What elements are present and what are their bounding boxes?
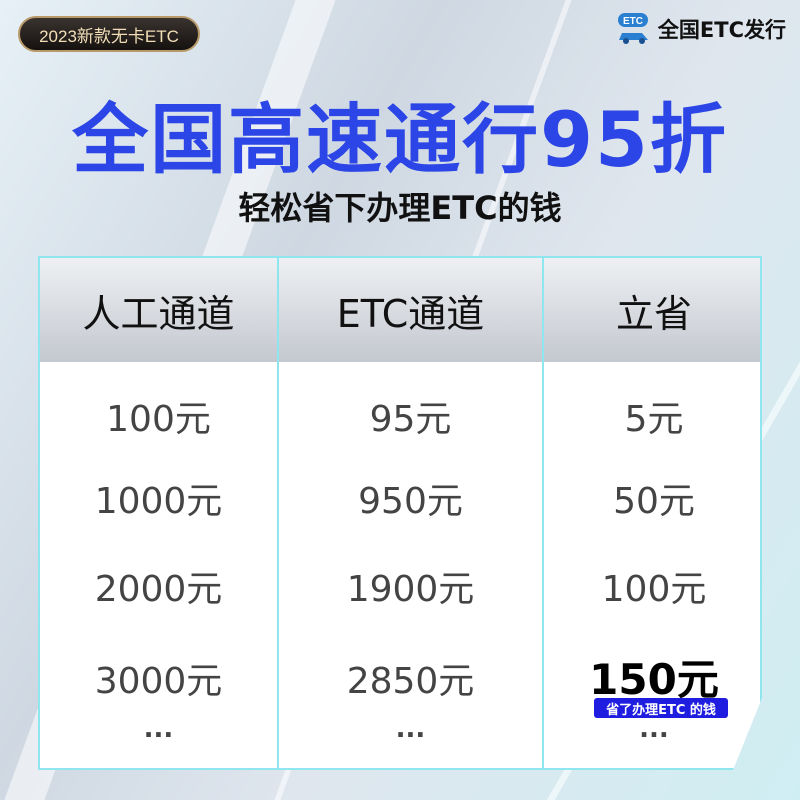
headline: 全国高速通行95折 — [72, 95, 728, 184]
table-cell: 3000元 — [94, 661, 223, 702]
column-etc-lane: ETC通道 95元 950元 1900元 2850元 ... — [279, 258, 542, 768]
etc-logo: ETC 全国ETC发行 — [616, 12, 786, 46]
logo-text: 全国ETC发行 — [657, 18, 786, 42]
header-cell: ETC通道 — [336, 291, 485, 336]
highlight-savings: 150元 — [589, 655, 719, 704]
header-cell: 人工通道 — [82, 291, 235, 336]
header-cell: 立省 — [615, 291, 692, 336]
table-cell: 100元 — [106, 399, 211, 440]
ellipsis: ... — [395, 714, 426, 744]
svg-text:ETC: ETC — [623, 16, 643, 27]
ellipsis: ... — [143, 714, 174, 744]
table-cell: 2000元 — [94, 569, 223, 610]
table-cell: 5元 — [624, 399, 684, 440]
column-manual-lane: 人工通道 100元 1000元 2000元 3000元 ... — [40, 258, 277, 768]
price-comparison-table: 人工通道 100元 1000元 2000元 3000元 ... ETC通道 95… — [38, 256, 762, 770]
table-header — [40, 258, 760, 362]
subheadline: 轻松省下办理ETC的钱 — [238, 189, 562, 227]
column-divider — [542, 258, 544, 768]
table-cell: 950元 — [358, 481, 463, 522]
table-cell: 1900元 — [346, 569, 475, 610]
ellipsis: ... — [639, 714, 669, 744]
table-cell: 50元 — [613, 481, 695, 522]
column-divider — [277, 258, 279, 768]
table-cell: 100元 — [601, 569, 707, 610]
promo-badge: 2023新款无卡ETC — [18, 16, 200, 52]
etc-car-icon: ETC — [616, 12, 652, 46]
savings-note: 省了办理ETC 的钱 — [594, 698, 728, 718]
table-cell: 2850元 — [346, 661, 475, 702]
table-cell: 1000元 — [94, 481, 223, 522]
column-savings: 立省 5元 50元 100元 150元 省了办理ETC 的钱 ... — [544, 258, 762, 768]
table-cell: 95元 — [369, 399, 452, 440]
